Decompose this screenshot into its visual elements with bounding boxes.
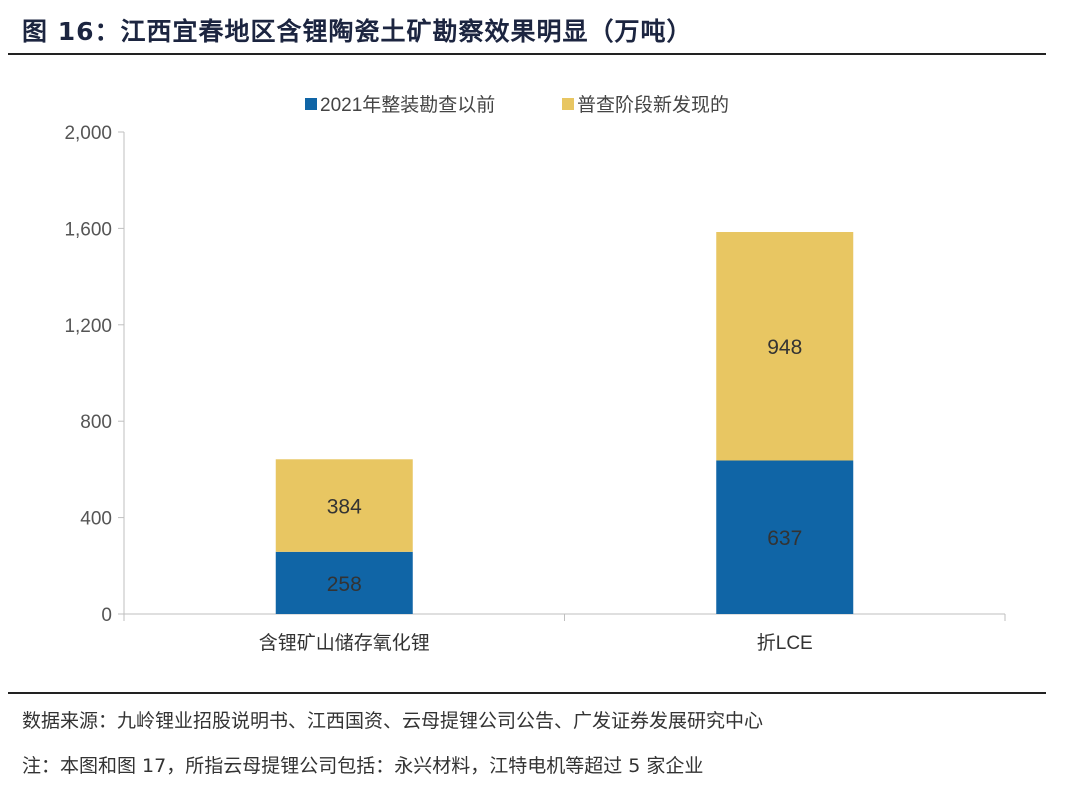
source-text: 数据来源：九岭锂业招股说明书、江西国资、云母提锂公司公告、广发证券发展研究中心 <box>22 710 764 732</box>
data-label: 258 <box>327 573 362 596</box>
legend-swatch <box>305 98 317 110</box>
data-label: 384 <box>327 496 362 519</box>
data-label: 948 <box>767 336 802 359</box>
legend-label: 普查阶段新发现的 <box>577 94 729 116</box>
y-tick-label: 2,000 <box>64 123 112 144</box>
legend-label: 2021年整装勘查以前 <box>320 94 495 116</box>
note-text: 注：本图和图 17，所指云母提锂公司包括：永兴材料，江特电机等超过 5 家企业 <box>22 755 704 777</box>
bar-new-discovery <box>275 459 413 552</box>
footer-divider <box>8 692 1046 694</box>
bar-new-discovery <box>716 232 854 461</box>
x-category-label: 含锂矿山储存氧化锂 <box>259 632 430 654</box>
x-category-label: 折LCE <box>757 632 813 654</box>
data-label: 637 <box>767 527 802 550</box>
y-tick-label: 0 <box>101 605 112 626</box>
y-tick-label: 400 <box>80 509 112 530</box>
title-divider <box>8 53 1046 55</box>
y-tick-label: 800 <box>80 412 112 433</box>
legend-swatch <box>562 98 574 110</box>
y-tick-label: 1,600 <box>64 219 112 240</box>
bar-before-2021 <box>716 460 854 614</box>
figure-title: 图 16：江西宜春地区含锂陶瓷土矿勘察效果明显（万吨） <box>22 17 693 46</box>
bar-before-2021 <box>275 551 413 614</box>
y-tick-label: 1,200 <box>64 316 112 337</box>
